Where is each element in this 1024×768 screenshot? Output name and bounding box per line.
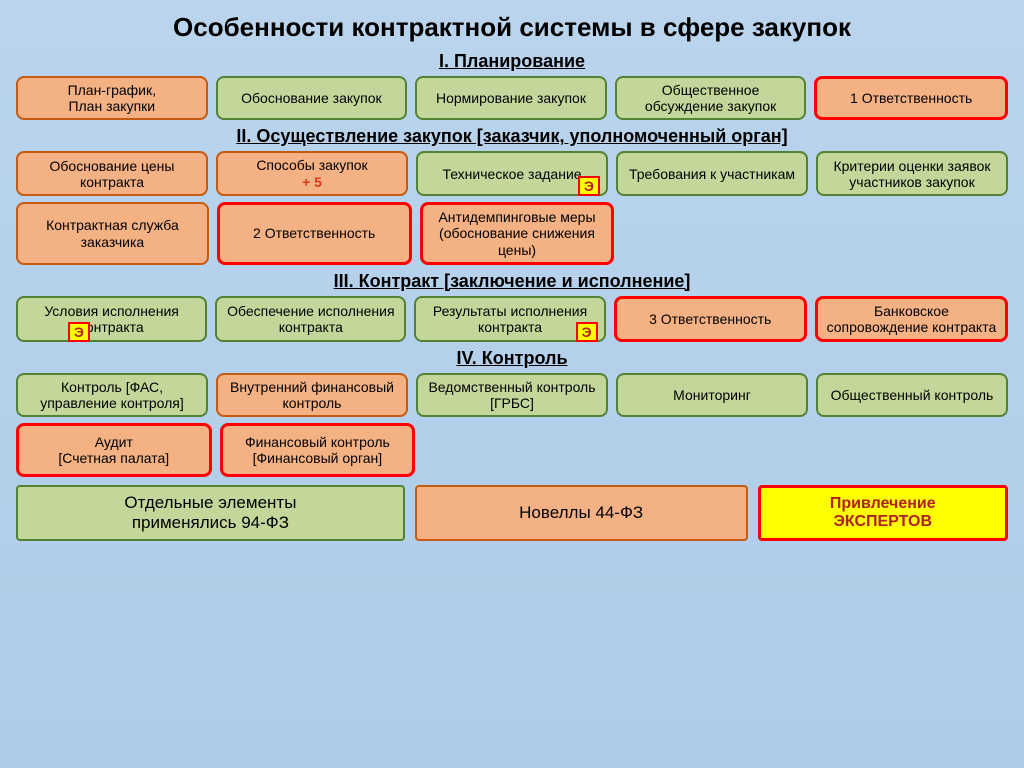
- section-header-1: I. Планирование: [16, 51, 1008, 72]
- box: Условия исполнения контракта Э: [16, 296, 207, 342]
- box: Ведомственный контроль [ГРБС]: [416, 373, 608, 417]
- box: Способы закупок + 5: [216, 151, 408, 196]
- row-s4-1: Контроль [ФАС, управление контроля] Внут…: [16, 373, 1008, 417]
- box: Мониторинг: [616, 373, 808, 417]
- box: Обеспечение исполнения контракта: [215, 296, 406, 342]
- box-label: Обоснование цены контракта: [24, 158, 200, 190]
- box: Техническое задание Э: [416, 151, 608, 196]
- box-label: Обеспечение исполнения контракта: [223, 303, 398, 335]
- box-label: Мониторинг: [673, 387, 751, 403]
- box: Критерии оценки заявок участников закупо…: [816, 151, 1008, 196]
- row-s4-2: Аудит[Счетная палата] Финансовый контрол…: [16, 423, 1008, 477]
- box: 1 Ответственность: [814, 76, 1008, 120]
- box-label: План-график,План закупки: [68, 82, 156, 114]
- section-header-3: III. Контракт [заключение и исполнение]: [16, 271, 1008, 292]
- box-label: Нормирование закупок: [436, 90, 586, 106]
- expert-tag: Э: [576, 322, 598, 342]
- legend-green: Отдельные элементыприменялись 94-ФЗ: [16, 485, 405, 541]
- legend-yellow: ПривлечениеЭКСПЕРТОВ: [758, 485, 1009, 541]
- box-label: 1 Ответственность: [850, 90, 972, 106]
- box-label: Антидемпинговые меры (обоснование снижен…: [429, 209, 606, 257]
- box: 2 Ответственность: [217, 202, 412, 264]
- box-label: Условия исполнения контракта: [24, 303, 199, 335]
- box: Требования к участникам: [616, 151, 808, 196]
- box-label: Результаты исполнения контракта: [422, 303, 597, 335]
- section-header-2: II. Осуществление закупок [заказчик, упо…: [16, 126, 1008, 147]
- box: Контроль [ФАС, управление контроля]: [16, 373, 208, 417]
- box-label: Способы закупок: [256, 157, 367, 173]
- box-label: Финансовый контроль[Финансовый орган]: [245, 434, 390, 466]
- box-label: Ведомственный контроль [ГРБС]: [424, 379, 600, 411]
- box-label: Банковское сопровождение контракта: [824, 303, 999, 335]
- box: Внутренний финансовый контроль: [216, 373, 408, 417]
- box: 3 Ответственность: [614, 296, 807, 342]
- row-s1-1: План-график,План закупки Обоснование зак…: [16, 76, 1008, 120]
- box-label: Внутренний финансовый контроль: [224, 379, 400, 411]
- box-label: Контроль [ФАС, управление контроля]: [24, 379, 200, 411]
- row-s3-1: Условия исполнения контракта Э Обеспечен…: [16, 296, 1008, 342]
- box: План-график,План закупки: [16, 76, 208, 120]
- box-label: Общественное обсуждение закупок: [623, 82, 799, 114]
- box-label: 3 Ответственность: [649, 311, 771, 327]
- box: Банковское сопровождение контракта: [815, 296, 1008, 342]
- box-label: Критерии оценки заявок участников закупо…: [824, 158, 1000, 190]
- box-label: Обоснование закупок: [241, 90, 382, 106]
- box-label: Техническое задание: [442, 166, 581, 182]
- box: Финансовый контроль[Финансовый орган]: [220, 423, 416, 477]
- box: Обоснование закупок: [216, 76, 408, 120]
- expert-tag: Э: [578, 176, 600, 196]
- legend-orange: Новеллы 44-ФЗ: [415, 485, 748, 541]
- box: Контрактная служба заказчика: [16, 202, 209, 264]
- box: Общественный контроль: [816, 373, 1008, 417]
- box-label: Требования к участникам: [629, 166, 795, 182]
- row-s2-1: Обоснование цены контракта Способы закуп…: [16, 151, 1008, 196]
- box: Результаты исполнения контракта Э: [414, 296, 605, 342]
- row-s2-2: Контрактная служба заказчика 2 Ответстве…: [16, 202, 1008, 264]
- box: Общественное обсуждение закупок: [615, 76, 807, 120]
- legend-row: Отдельные элементыприменялись 94-ФЗ Нове…: [16, 485, 1008, 541]
- box: Аудит[Счетная палата]: [16, 423, 212, 477]
- box: Антидемпинговые меры (обоснование снижен…: [420, 202, 615, 264]
- box: Обоснование цены контракта: [16, 151, 208, 196]
- box-label: Аудит[Счетная палата]: [58, 434, 169, 466]
- expert-tag: Э: [68, 322, 90, 342]
- page-title: Особенности контрактной системы в сфере …: [16, 12, 1008, 43]
- box-label: Контрактная служба заказчика: [24, 217, 201, 249]
- box-subtext: + 5: [302, 174, 322, 190]
- box: Нормирование закупок: [415, 76, 607, 120]
- box-label: Общественный контроль: [831, 387, 994, 403]
- section-header-4: IV. Контроль: [16, 348, 1008, 369]
- box-label: 2 Ответственность: [253, 225, 375, 241]
